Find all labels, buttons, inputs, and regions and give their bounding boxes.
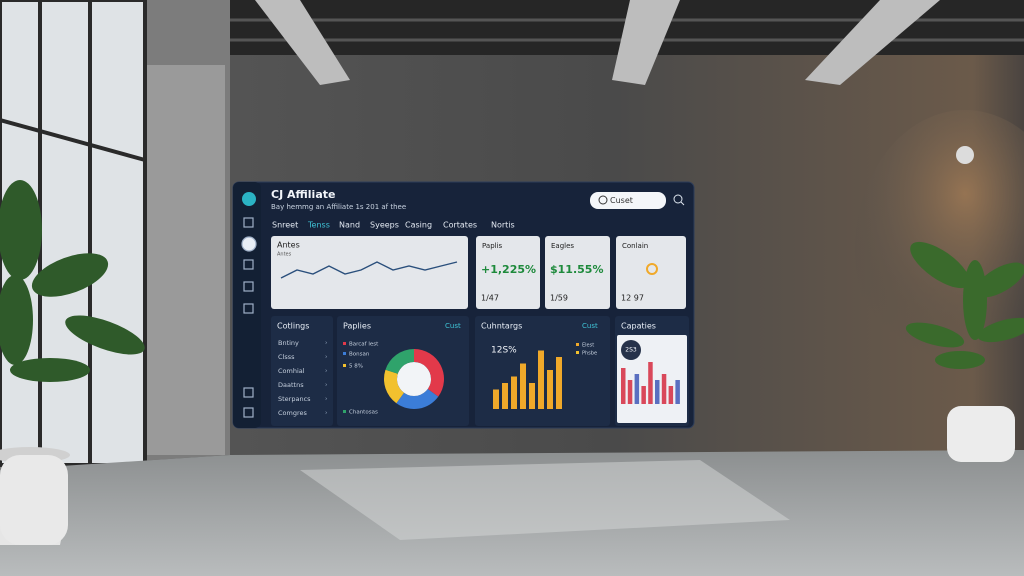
list-item[interactable]: Clsss xyxy=(278,353,295,361)
list-item[interactable]: Daattns xyxy=(278,381,304,389)
bar xyxy=(655,380,660,404)
stat-value: +1,225% xyxy=(481,263,536,276)
donut-segment xyxy=(414,349,444,397)
legend-label: Chantosas xyxy=(349,410,378,416)
list-item[interactable]: Comhial xyxy=(278,367,305,375)
bar xyxy=(668,386,674,404)
bar xyxy=(520,363,526,409)
list-item[interactable]: Bntiny xyxy=(278,339,299,347)
donut-segment xyxy=(384,369,405,404)
bar xyxy=(661,374,667,404)
bar xyxy=(493,389,499,409)
legend-swatch xyxy=(343,342,346,345)
card xyxy=(545,236,610,309)
bar xyxy=(641,386,646,404)
bar xyxy=(502,383,508,409)
wall-lamp xyxy=(956,146,974,164)
bar xyxy=(675,380,680,404)
subtitle: Bay hemmg an Affiliate 1s 201 af thee xyxy=(271,203,406,211)
right-plant xyxy=(905,241,1024,462)
line-series xyxy=(280,261,458,279)
ceiling-lights xyxy=(255,0,940,85)
card-title: Cotlings xyxy=(277,322,309,331)
chevron: › xyxy=(325,340,327,347)
dashboard-screen: CJ Affiliate Bay hemmg an Affiliate 1s 20… xyxy=(232,181,695,429)
search-text: Cuset xyxy=(610,196,633,205)
bar xyxy=(547,370,553,409)
nav-item[interactable]: Nortis xyxy=(491,221,515,230)
stat-title: Conlain xyxy=(622,242,648,250)
stat-foot: 1/47 xyxy=(481,294,499,303)
bar xyxy=(634,374,640,404)
stat-value: $11.55% xyxy=(550,263,603,276)
card xyxy=(616,236,686,309)
chevron: › xyxy=(325,410,327,417)
light-patch xyxy=(300,460,790,540)
card xyxy=(476,236,540,309)
card-title: Cuhntargs xyxy=(481,322,522,331)
donut-segment xyxy=(385,349,414,374)
nav-item[interactable]: Tenss xyxy=(307,221,330,230)
stat-icon xyxy=(646,263,658,275)
card-title: Paplies xyxy=(343,322,371,331)
bar xyxy=(538,350,544,409)
legend-swatch xyxy=(576,351,579,354)
legend-swatch xyxy=(343,410,346,413)
legend-label: Barcaf lest xyxy=(349,342,379,348)
chevron: › xyxy=(325,396,327,403)
stat-title: Eagles xyxy=(551,242,574,250)
bar xyxy=(556,357,562,409)
list-item[interactable]: Comgres xyxy=(278,409,308,417)
list-item[interactable]: Sterpancs xyxy=(278,395,311,403)
stat-foot: 1/59 xyxy=(550,294,568,303)
badge xyxy=(621,340,641,360)
nav-item[interactable]: Nand xyxy=(339,221,360,230)
nav-item[interactable]: Cortates xyxy=(443,221,477,230)
card-subtitle: Antes xyxy=(277,252,292,258)
chevron: › xyxy=(325,354,327,361)
nav-item[interactable]: Snreet xyxy=(272,221,298,230)
brand: CJ Affiliate xyxy=(271,188,335,201)
pillar xyxy=(145,65,225,455)
left-plant xyxy=(0,180,145,545)
chevron: › xyxy=(325,368,327,375)
card-link[interactable]: Cust xyxy=(445,322,461,330)
card xyxy=(271,236,468,309)
legend-swatch xyxy=(576,343,579,346)
legend-swatch xyxy=(343,352,346,355)
stat-foot: 12 97 xyxy=(621,294,644,303)
legend-label: 5 8% xyxy=(349,364,363,370)
badge-value: 2S3 xyxy=(625,347,637,354)
bar xyxy=(648,362,653,404)
card xyxy=(271,316,333,426)
legend-label: Elest xyxy=(582,343,594,349)
bar-value: 12S% xyxy=(491,346,517,356)
bar xyxy=(621,368,626,404)
chevron: › xyxy=(325,382,327,389)
legend-label: Phsbe xyxy=(582,351,597,357)
bar xyxy=(529,383,535,409)
legend-swatch xyxy=(343,364,346,367)
card-link[interactable]: Cust xyxy=(582,322,598,330)
donut-hole xyxy=(397,362,431,396)
bar xyxy=(627,380,633,404)
nav-item[interactable]: Syeeps xyxy=(370,221,399,230)
bar xyxy=(511,376,517,409)
donut-segment xyxy=(396,388,439,409)
stat-title: Paplis xyxy=(482,242,503,250)
search-box[interactable] xyxy=(590,192,666,209)
card-title: Capaties xyxy=(621,322,656,331)
legend-label: Bonsan xyxy=(349,352,370,358)
card-title: Antes xyxy=(277,241,300,250)
nav-item[interactable]: Casing xyxy=(405,221,432,230)
